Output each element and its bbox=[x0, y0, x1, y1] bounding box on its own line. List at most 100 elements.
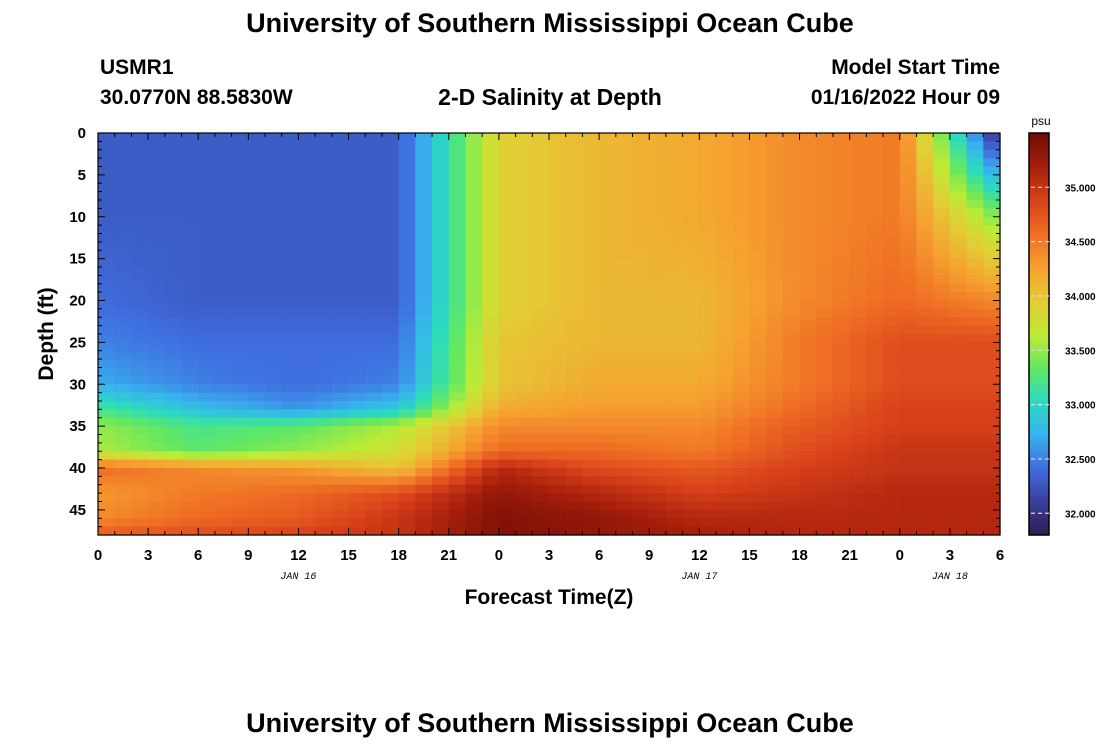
heatmap-cell bbox=[682, 325, 700, 335]
heatmap-cell bbox=[615, 225, 634, 235]
heatmap-cell bbox=[966, 518, 984, 528]
heatmap-cell bbox=[198, 375, 216, 385]
heatmap-cell bbox=[799, 484, 817, 494]
heatmap-cell bbox=[849, 417, 867, 427]
heatmap-cell bbox=[732, 334, 751, 343]
heatmap-cell bbox=[933, 367, 951, 377]
heatmap-cell bbox=[732, 417, 751, 427]
heatmap-cell bbox=[148, 501, 166, 511]
heatmap-cell bbox=[281, 476, 300, 486]
heatmap-cell bbox=[615, 401, 634, 410]
heatmap-cell bbox=[515, 509, 533, 519]
date-label: JAN 17 bbox=[681, 572, 717, 583]
heatmap-cell bbox=[331, 509, 350, 519]
heatmap-cell bbox=[298, 158, 316, 168]
heatmap-cell bbox=[816, 501, 834, 511]
heatmap-cell bbox=[749, 308, 767, 318]
heatmap-cell bbox=[549, 375, 567, 385]
heatmap-cell bbox=[782, 509, 801, 519]
heatmap-cell bbox=[98, 417, 116, 427]
heatmap-cell bbox=[599, 493, 617, 503]
heatmap-cell bbox=[816, 359, 834, 369]
heatmap-cell bbox=[164, 350, 183, 360]
heatmap-cell bbox=[782, 459, 801, 469]
heatmap-cell bbox=[415, 183, 433, 193]
heatmap-cell bbox=[231, 476, 249, 486]
heatmap-cell bbox=[398, 141, 416, 151]
heatmap-cell bbox=[849, 476, 867, 486]
heatmap-cell bbox=[198, 409, 216, 419]
heatmap-cell bbox=[966, 133, 984, 142]
heatmap-cell bbox=[532, 442, 550, 452]
heatmap-cell bbox=[231, 308, 249, 318]
heatmap-cell bbox=[482, 258, 500, 268]
heatmap-cell bbox=[181, 258, 199, 268]
heatmap-cell bbox=[315, 283, 333, 293]
heatmap-cell bbox=[632, 350, 650, 360]
heatmap-cell bbox=[949, 208, 968, 218]
heatmap-cell bbox=[465, 484, 483, 494]
heatmap-cell bbox=[649, 200, 667, 209]
heatmap-cell bbox=[114, 334, 132, 343]
heatmap-cell bbox=[381, 526, 400, 536]
heatmap-cell bbox=[766, 493, 784, 503]
heatmap-cell bbox=[883, 367, 901, 377]
heatmap-cell bbox=[114, 384, 132, 394]
heatmap-cell bbox=[164, 375, 183, 385]
heatmap-cell bbox=[265, 166, 283, 176]
heatmap-cell bbox=[916, 392, 934, 402]
heatmap-cell bbox=[949, 518, 968, 528]
heatmap-cell bbox=[732, 375, 751, 385]
heatmap-cell bbox=[532, 317, 550, 327]
heatmap-cell bbox=[832, 518, 851, 528]
heatmap-cell bbox=[432, 141, 450, 151]
heatmap-cell bbox=[214, 283, 233, 293]
heatmap-cell bbox=[315, 149, 333, 159]
heatmap-cell bbox=[983, 158, 1001, 168]
heatmap-cell bbox=[281, 367, 300, 377]
heatmap-cell bbox=[732, 526, 751, 536]
heatmap-cell bbox=[615, 459, 634, 469]
heatmap-cell bbox=[866, 501, 884, 511]
heatmap-cell bbox=[766, 233, 784, 243]
heatmap-cell bbox=[632, 283, 650, 293]
heatmap-cell bbox=[716, 384, 734, 394]
heatmap-cell bbox=[214, 334, 233, 343]
heatmap-cell bbox=[348, 233, 366, 243]
heatmap-cell bbox=[164, 200, 183, 209]
heatmap-cell bbox=[515, 149, 533, 159]
heatmap-cell bbox=[615, 149, 634, 159]
heatmap-cell bbox=[665, 292, 684, 302]
heatmap-cell bbox=[198, 191, 216, 201]
heatmap-cell bbox=[716, 300, 734, 310]
heatmap-cell bbox=[599, 451, 617, 461]
heatmap-cell bbox=[682, 317, 700, 327]
heatmap-cell bbox=[164, 401, 183, 410]
heatmap-cell bbox=[532, 509, 550, 519]
heatmap-cell bbox=[983, 133, 1001, 142]
heatmap-cell bbox=[899, 342, 918, 352]
heatmap-cell bbox=[498, 225, 517, 235]
heatmap-cell bbox=[281, 334, 300, 343]
heatmap-cell bbox=[131, 149, 149, 159]
heatmap-cell bbox=[114, 200, 132, 209]
heatmap-cell bbox=[248, 501, 266, 511]
heatmap-cell bbox=[549, 283, 567, 293]
heatmap-cell bbox=[532, 451, 550, 461]
heatmap-cell bbox=[933, 308, 951, 318]
heatmap-cell bbox=[849, 493, 867, 503]
heatmap-cell bbox=[966, 267, 984, 276]
heatmap-cell bbox=[315, 401, 333, 410]
heatmap-cell bbox=[899, 225, 918, 235]
heatmap-cell bbox=[532, 493, 550, 503]
heatmap-cell bbox=[148, 250, 166, 260]
heatmap-cell bbox=[231, 518, 249, 528]
heatmap-cell bbox=[114, 325, 132, 335]
heatmap-cell bbox=[916, 409, 934, 419]
heatmap-cell bbox=[565, 434, 583, 444]
heatmap-cell bbox=[565, 476, 583, 486]
heatmap-cell bbox=[716, 334, 734, 343]
heatmap-cell bbox=[615, 133, 634, 142]
heatmap-cell bbox=[298, 518, 316, 528]
heatmap-cell bbox=[131, 325, 149, 335]
